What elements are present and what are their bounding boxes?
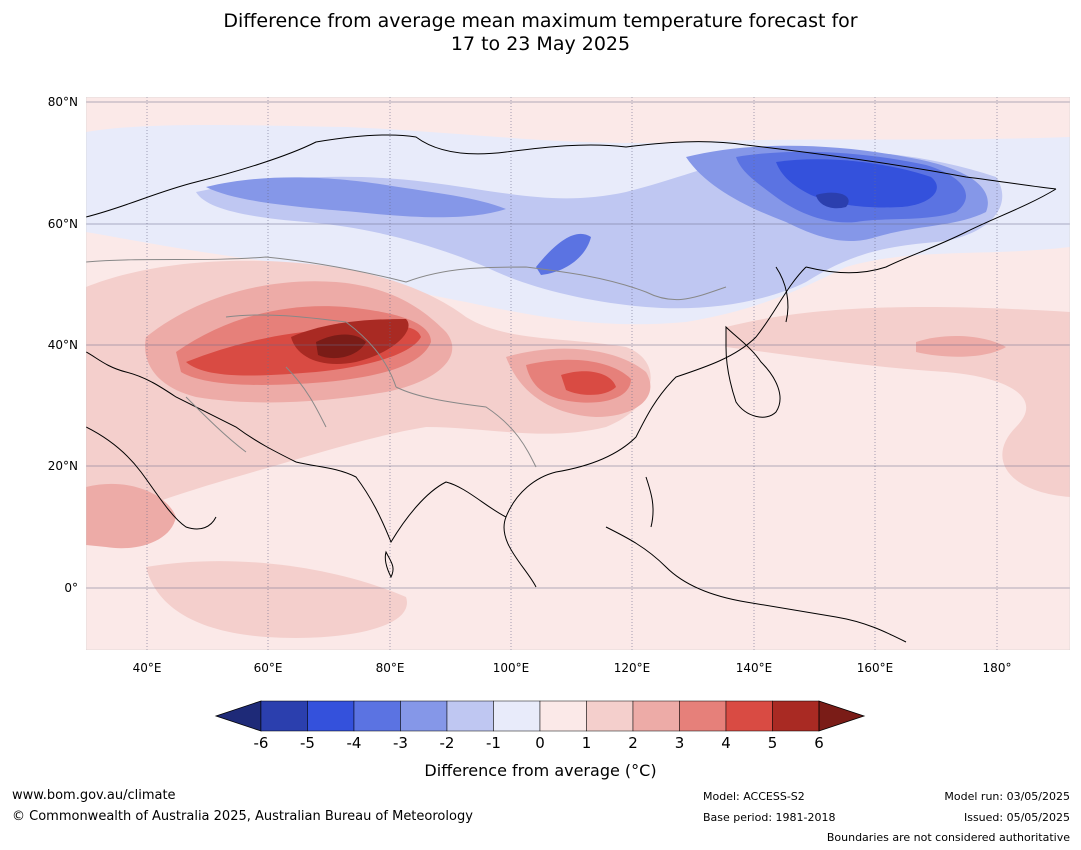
cold-anomaly-region-minus3 bbox=[206, 177, 506, 218]
colorbar-over-triangle bbox=[818, 700, 866, 732]
cold-anomaly-lake-baikal bbox=[536, 233, 591, 275]
colorbar-segment bbox=[772, 700, 820, 732]
warm-anomaly-region-plus6 bbox=[316, 334, 366, 359]
colorbar-segment bbox=[725, 700, 773, 732]
colorbar-segment bbox=[539, 700, 587, 732]
lat-label-0: 0° bbox=[64, 581, 78, 595]
footer-model: Model: ACCESS-S2 bbox=[703, 790, 805, 803]
footer-disclaimer: Boundaries are not considered authoritat… bbox=[826, 831, 1070, 844]
title-line-1: Difference from average mean maximum tem… bbox=[223, 10, 858, 32]
colorbar-segment bbox=[632, 700, 680, 732]
colorbar-tick-label: 1 bbox=[581, 734, 592, 752]
colorbar-tick-label: -6 bbox=[253, 734, 269, 752]
lon-label-80e: 80°E bbox=[375, 661, 405, 675]
colorbar-tick-label: -1 bbox=[486, 734, 501, 752]
colorbar-segment bbox=[586, 700, 634, 732]
lat-label-40n: 40°N bbox=[47, 338, 78, 352]
colorbar-tick-label: 3 bbox=[674, 734, 685, 752]
colorbar-under-triangle bbox=[214, 700, 262, 732]
cold-anomaly-region-minus6 bbox=[816, 192, 849, 209]
colorbar-tick-label: -2 bbox=[439, 734, 455, 752]
lon-label-60e: 60°E bbox=[253, 661, 283, 675]
colorbar-segment bbox=[400, 700, 448, 732]
lon-label-40e: 40°E bbox=[132, 661, 162, 675]
lat-label-80n: 80°N bbox=[47, 95, 78, 109]
colorbar-tick-label: -4 bbox=[346, 734, 362, 752]
warm-anomaly-pacific-plus2 bbox=[916, 335, 1006, 357]
colorbar-tick-label: 0 bbox=[535, 734, 545, 752]
colorbar-tick-label: 6 bbox=[814, 734, 824, 752]
map-title: Difference from average mean maximum tem… bbox=[0, 10, 1081, 56]
footer-model-run: Model run: 03/05/2025 bbox=[944, 790, 1070, 803]
colorbar-tick-label: -5 bbox=[300, 734, 315, 752]
lon-label-100e: 100°E bbox=[492, 661, 530, 675]
warm-anomaly-africa bbox=[86, 483, 176, 549]
colorbar-segment bbox=[493, 700, 541, 732]
colorbar-tick-label: 4 bbox=[721, 734, 731, 752]
colorbar-segment bbox=[353, 700, 401, 732]
colorbar-segment bbox=[260, 700, 308, 732]
temperature-anomaly-map bbox=[86, 97, 1070, 650]
warm-anomaly-east-china-plus4 bbox=[561, 371, 616, 395]
coastlines bbox=[86, 134, 1057, 643]
lat-label-20n: 20°N bbox=[47, 459, 78, 473]
colorbar-segment bbox=[307, 700, 355, 732]
colorbar-label: Difference from average (°C) bbox=[424, 761, 657, 780]
colorbar-segment bbox=[446, 700, 494, 732]
political-boundaries bbox=[86, 256, 727, 468]
lat-label-60n: 60°N bbox=[47, 217, 78, 231]
colorbar-segment bbox=[679, 700, 727, 732]
lon-label-140e: 140°E bbox=[735, 661, 773, 675]
title-line-2: 17 to 23 May 2025 bbox=[450, 33, 631, 55]
footer-base-period: Base period: 1981-2018 bbox=[703, 811, 836, 824]
footer-issued: Issued: 05/05/2025 bbox=[963, 811, 1070, 824]
lon-label-160e: 160°E bbox=[856, 661, 894, 675]
colorbar-tick-label: 5 bbox=[767, 734, 778, 752]
colorbar-tick-label: 2 bbox=[628, 734, 638, 752]
warm-anomaly-indian-ocean bbox=[146, 561, 407, 638]
footer-website: www.bom.gov.au/climate bbox=[12, 788, 176, 803]
footer-copyright: © Commonwealth of Australia 2025, Austra… bbox=[12, 809, 473, 824]
lon-label-120e: 120°E bbox=[613, 661, 651, 675]
colorbar-tick-label: -3 bbox=[393, 734, 408, 752]
lon-label-180: 180° bbox=[982, 661, 1012, 675]
